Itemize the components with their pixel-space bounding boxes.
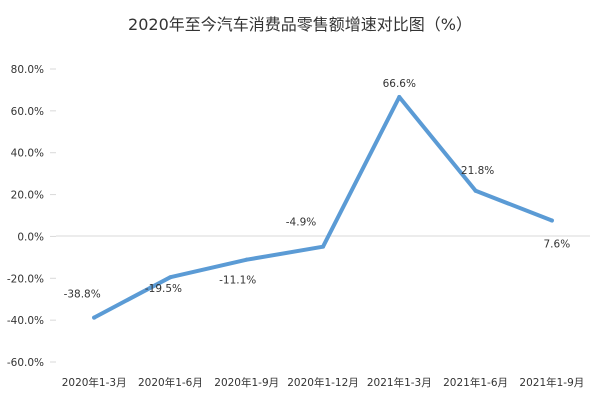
chart-title: 2020年至今汽车消费品零售额增速对比图（%） xyxy=(128,15,472,34)
x-tick-label: 2020年1-3月 xyxy=(62,376,127,389)
data-point xyxy=(473,188,478,193)
data-label-layer: -38.8% -19.5% -11.1% -4.9% 66.6% 21.8% 7.6% xyxy=(64,78,571,301)
data-point xyxy=(321,244,325,249)
x-axis: 2020年1-3月 2020年1-6月 2020年1-9月 2020年1-12月 202… xyxy=(56,235,590,389)
data-label: -11.1% xyxy=(219,275,256,287)
data-label: -4.9% xyxy=(286,217,316,229)
y-tick-label: 40.0% xyxy=(11,148,44,160)
series-layer xyxy=(92,95,554,320)
data-point xyxy=(549,218,554,223)
x-tick-label: 2021年1-9月 xyxy=(519,376,584,389)
x-tick-label: 2020年1-9月 xyxy=(214,376,279,389)
y-tick-label: -40.0% xyxy=(7,315,44,327)
y-tick-label: 80.0% xyxy=(11,64,44,76)
y-tick-label: 60.0% xyxy=(11,106,44,118)
data-point xyxy=(244,257,249,262)
y-tick-label: 0.0% xyxy=(17,231,44,243)
x-tick-label: 2020年1-6月 xyxy=(138,376,203,389)
x-tick-label: 2020年1-12月 xyxy=(287,376,359,389)
y-axis: 80.0% 60.0% 40.0% 20.0% 0.0% -20.0% -40.0% -60.… xyxy=(7,64,56,369)
data-label: -38.8% xyxy=(64,289,101,301)
data-label: 21.8% xyxy=(461,165,494,177)
data-label: 66.6% xyxy=(383,78,416,90)
data-label: 7.6% xyxy=(544,239,571,251)
y-tick-label: -60.0% xyxy=(7,357,44,369)
x-tick-label: 2021年1-3月 xyxy=(367,376,432,389)
y-tick-label: 20.0% xyxy=(11,190,44,202)
y-tick-label: -20.0% xyxy=(7,273,44,285)
data-point xyxy=(168,275,173,280)
data-point xyxy=(397,95,402,100)
x-tick-label: 2021年1-6月 xyxy=(443,376,508,389)
data-point xyxy=(92,315,97,320)
data-label: -19.5% xyxy=(145,283,182,295)
